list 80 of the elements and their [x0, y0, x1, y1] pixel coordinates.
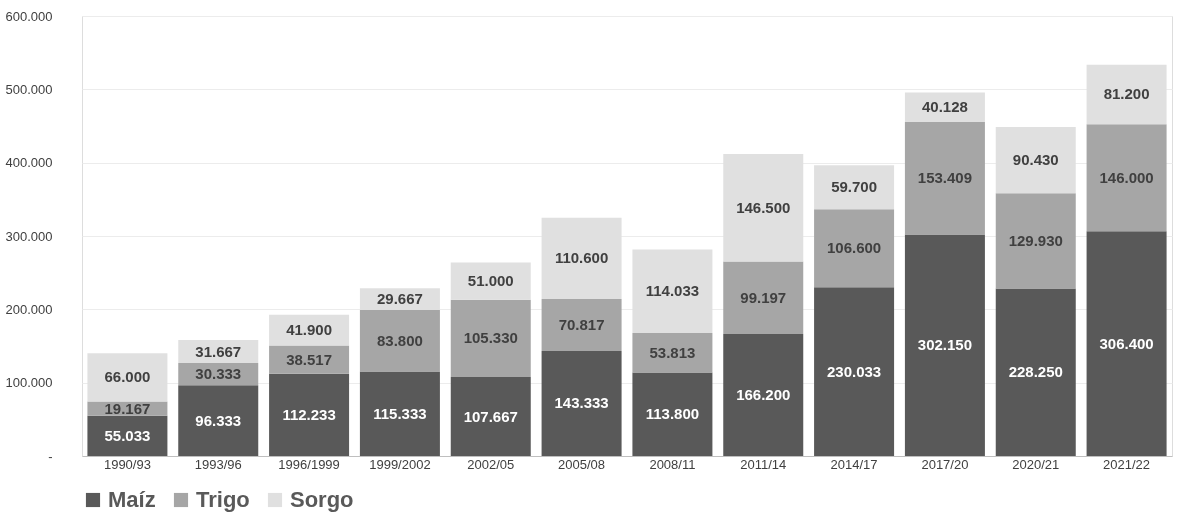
y-tick-label: -: [48, 448, 53, 464]
y-tick-label: 100.000: [5, 375, 53, 391]
bar: [359, 309, 440, 372]
x-tick-label: 1996/1999: [278, 456, 340, 472]
y-tick-label: 400.000: [5, 155, 53, 171]
bar: [269, 373, 350, 456]
data-label: 19.167: [104, 399, 151, 417]
data-label: 70.817: [558, 315, 605, 333]
x-tick-label: 2008/11: [649, 456, 696, 472]
data-label: 99.197: [740, 288, 787, 306]
bar: [450, 377, 531, 456]
legend-label: Maíz: [108, 487, 156, 512]
data-label: 166.200: [736, 386, 791, 404]
bar: [904, 234, 985, 456]
data-label: 302.150: [917, 336, 973, 354]
data-label: 143.333: [554, 394, 609, 412]
data-label: 146.500: [736, 198, 791, 216]
data-label: 81.200: [1103, 85, 1150, 103]
data-label: 96.333: [195, 411, 242, 429]
bar: [904, 121, 985, 235]
data-label: 306.400: [1099, 334, 1154, 352]
bar: [541, 298, 622, 351]
data-label: 31.667: [195, 342, 242, 360]
data-label: 228.250: [1008, 363, 1063, 381]
data-label: 66.000: [104, 368, 151, 386]
data-label: 83.800: [376, 331, 423, 349]
bar: [995, 288, 1076, 456]
bar: [178, 385, 259, 456]
data-label: 105.330: [463, 329, 518, 347]
legend-label: Sorgo: [290, 487, 354, 512]
y-tick-label: 300.000: [5, 228, 53, 244]
data-label: 106.600: [826, 239, 882, 257]
data-label: 230.033: [826, 362, 882, 380]
bar: [995, 193, 1076, 289]
data-label: 53.813: [649, 343, 696, 361]
y-tick-label: 500.000: [5, 81, 53, 97]
bar: [814, 209, 895, 288]
bar: [814, 287, 895, 456]
bar: [632, 333, 713, 373]
bar: [632, 372, 713, 456]
bar: [450, 262, 531, 300]
data-label: 40.128: [921, 98, 968, 116]
data-label: 113.800: [645, 405, 700, 423]
data-label: 129.930: [1008, 231, 1063, 249]
x-tick-label: 2014/17: [830, 456, 878, 472]
x-tick-label: 2021/22: [1103, 456, 1151, 472]
data-label: 114.033: [645, 282, 700, 300]
x-tick-label: 2005/08: [558, 456, 606, 472]
data-label: 38.517: [286, 350, 333, 368]
data-label: 59.700: [831, 178, 878, 196]
data-label: 51.000: [467, 272, 514, 290]
x-tick-label: 1999/2002: [369, 456, 431, 472]
data-label: 110.600: [554, 249, 609, 267]
x-tick-label: 1993/96: [194, 456, 242, 472]
data-label: 112.233: [282, 405, 336, 423]
bar: [723, 261, 804, 335]
bar: [269, 345, 350, 374]
bar: [359, 371, 440, 456]
bar: [1086, 124, 1167, 232]
data-label: 55.033: [104, 426, 151, 444]
x-tick-label: 2017/20: [921, 456, 969, 472]
data-label: 90.430: [1012, 151, 1059, 169]
data-label: 115.333: [373, 404, 427, 422]
data-label: 107.667: [463, 407, 518, 425]
data-label: 153.409: [917, 169, 973, 187]
data-label: 41.900: [286, 321, 333, 339]
bar: [541, 350, 622, 456]
bar: [723, 334, 804, 456]
y-tick-label: 200.000: [5, 301, 53, 317]
x-tick-label: 2020/21: [1012, 456, 1060, 472]
bar: [1086, 231, 1167, 456]
y-tick-label: 600.000: [5, 8, 53, 24]
bar: [450, 299, 531, 378]
x-tick-label: 2002/05: [467, 456, 515, 472]
legend-label: Trigo: [196, 487, 250, 512]
x-tick-label: 2011/14: [740, 456, 787, 472]
data-label: 29.667: [376, 290, 423, 308]
data-label: 146.000: [1099, 168, 1154, 186]
x-tick-label: 1990/93: [103, 456, 151, 472]
data-label: 30.333: [195, 365, 242, 383]
